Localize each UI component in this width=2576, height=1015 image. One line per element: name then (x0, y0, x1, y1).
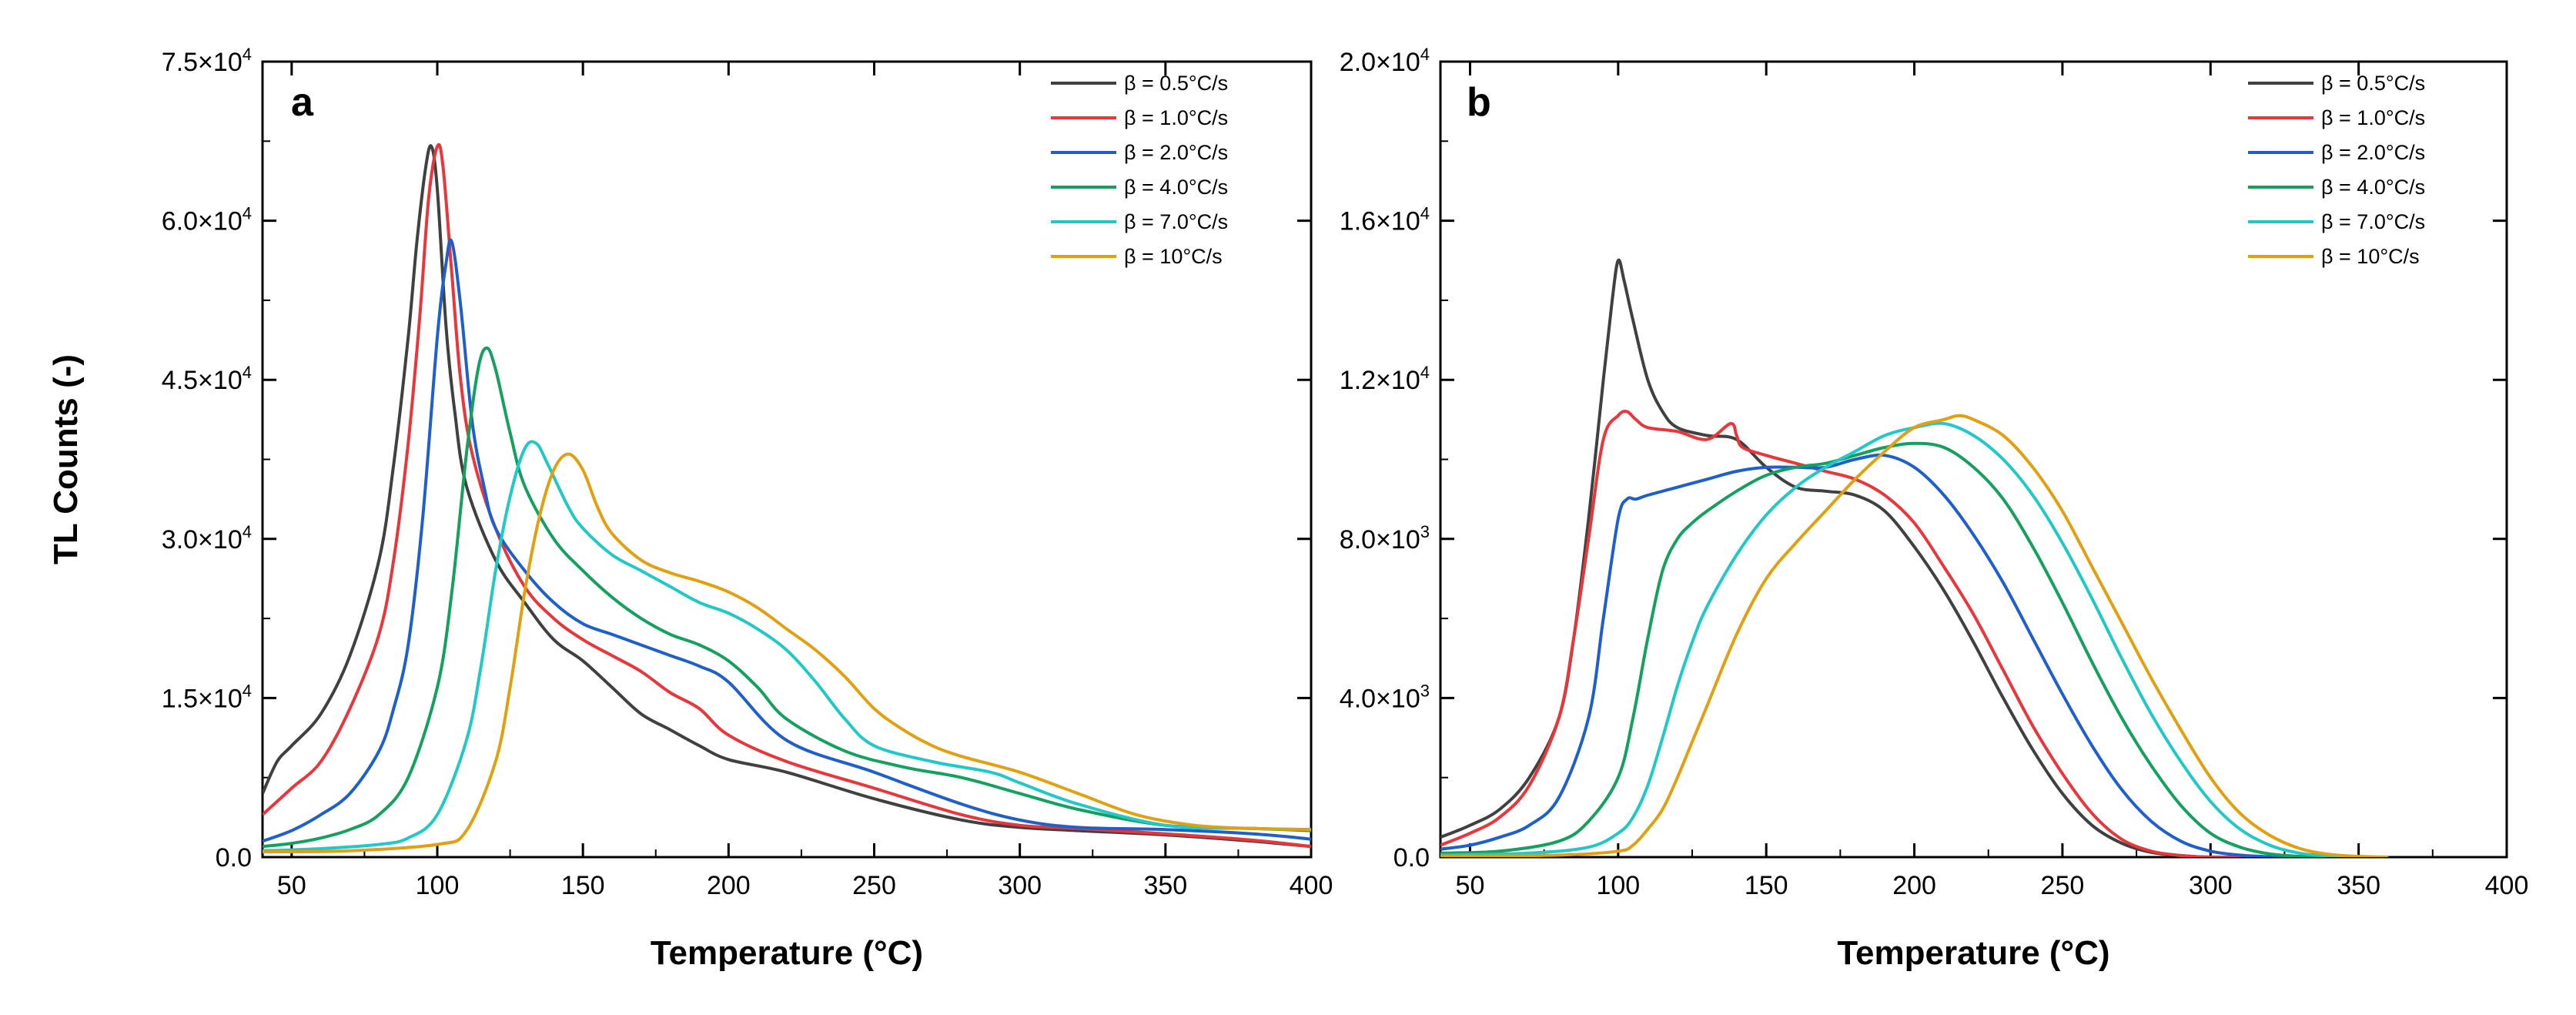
series-line (1440, 258, 2270, 857)
legend-label: β = 0.5°C/s (2321, 72, 2425, 95)
series-line (1440, 421, 2359, 857)
legend: β = 0.5°C/s β = 1.0°C/s β = 2.0°C/s β = 4.0… (1051, 72, 1228, 268)
series-group (1440, 258, 2389, 857)
y-tick-label: 1.6×104 (1340, 204, 1430, 236)
x-tick-label: 350 (2337, 871, 2380, 900)
y-tick-label: 1.2×104 (1340, 363, 1430, 395)
y-tick-label: 0.0 (216, 843, 252, 873)
x-axis-title: Temperature (°C) (1837, 934, 2109, 972)
x-tick-label: 250 (2041, 871, 2085, 900)
legend-label: β = 2.0°C/s (1124, 141, 1228, 164)
legend-label: β = 7.0°C/s (1124, 210, 1228, 233)
x-tick-label: 100 (416, 871, 460, 900)
x-tick-label: 200 (707, 871, 751, 900)
y-tick-label: 8.0×103 (1340, 522, 1430, 554)
y-tick-label: 3.0×104 (162, 522, 252, 554)
y-tick-label: 4.0×103 (1340, 681, 1430, 713)
legend-label: β = 0.5°C/s (1124, 72, 1228, 95)
x-tick-label: 400 (2485, 871, 2529, 900)
series-line (1440, 410, 2270, 857)
x-tick-label: 200 (1892, 871, 1936, 900)
x-tick-label: 100 (1596, 871, 1640, 900)
legend-label: β = 10°C/s (2321, 245, 2420, 268)
panel-b-chart: 50 100 150 200 250 300 350 400 0.0 4.0×103 8.0×103… (1340, 45, 2529, 972)
x-tick-label: 350 (1143, 871, 1187, 900)
panel-letter: a (291, 80, 314, 125)
y-tick-label: 1.5×104 (162, 681, 252, 713)
series-group (263, 142, 1311, 854)
legend-label: β = 7.0°C/s (2321, 210, 2425, 233)
legend: β = 0.5°C/s β = 1.0°C/s β = 2.0°C/s β = 4.0… (2248, 72, 2425, 268)
legend-label: β = 4.0°C/s (2321, 176, 2425, 199)
legend-label: β = 2.0°C/s (2321, 141, 2425, 164)
series-line (263, 238, 1311, 843)
legend-label: β = 10°C/s (1124, 245, 1223, 268)
series-line (1440, 441, 2330, 857)
y-tick-label: 0.0 (1393, 843, 1430, 873)
x-tick-label: 150 (1745, 871, 1788, 900)
x-tick-label: 50 (277, 871, 306, 900)
x-tick-label: 300 (2189, 871, 2233, 900)
series-line (263, 346, 1311, 849)
legend-label: β = 1.0°C/s (2321, 106, 2425, 129)
y-tick-label: 4.5×104 (162, 363, 252, 395)
x-tick-label: 250 (852, 871, 896, 900)
x-tick-label: 400 (1290, 871, 1333, 900)
legend-label: β = 4.0°C/s (1124, 176, 1228, 199)
x-tick-label: 50 (1456, 871, 1485, 900)
series-line (263, 440, 1311, 853)
panel-letter: b (1467, 80, 1491, 125)
x-axis-title: Temperature (°C) (651, 934, 923, 972)
y-tick-label: 7.5×104 (162, 45, 252, 77)
y-axis-title: TL Counts (-) (47, 354, 85, 564)
series-line (263, 452, 1311, 854)
series-line (263, 144, 1311, 849)
x-tick-label: 300 (998, 871, 1042, 900)
y-tick-label: 2.0×104 (1340, 45, 1430, 77)
series-line (1440, 414, 2389, 857)
legend-label: β = 1.0°C/s (1124, 106, 1228, 129)
x-tick-label: 150 (561, 871, 605, 900)
series-line (1440, 453, 2300, 857)
y-tick-label: 6.0×104 (162, 204, 252, 236)
panel-a-chart: 50 100 150 200 250 300 350 400 0.0 1.5×104 3.0×104… (47, 45, 1333, 972)
